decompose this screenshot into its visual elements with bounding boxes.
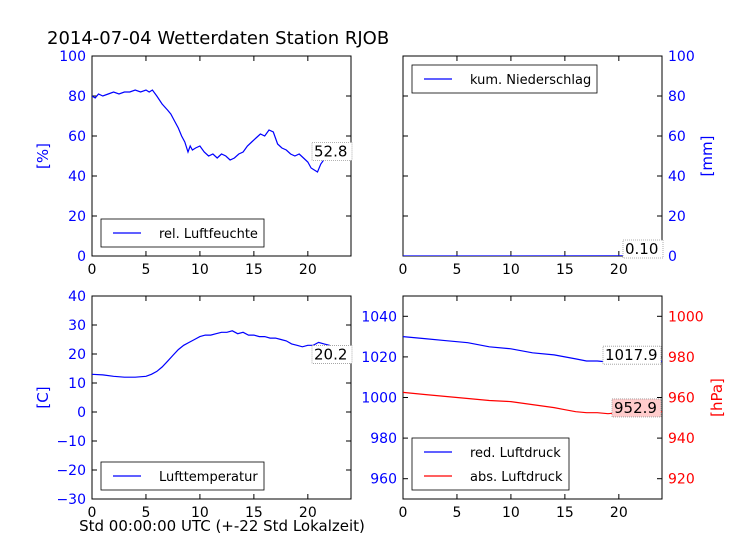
pressure-xtick-label: 5: [452, 505, 461, 521]
precip-ytick-label: 20: [668, 209, 686, 225]
precip-last-value-box: [622, 239, 664, 259]
pressure-y2tick-label: 940: [668, 431, 695, 447]
temperature-xtick-label: 15: [245, 505, 263, 521]
pressure-ytick-label: 1020: [361, 350, 397, 366]
pressure-red-last-value-box: [602, 345, 662, 365]
humidity-xtick-label: 5: [141, 262, 150, 278]
precip-xtick-label: 0: [399, 262, 408, 278]
humidity-xtick-label: 15: [245, 262, 263, 278]
temperature-xtick-label: 0: [88, 505, 97, 521]
pressure-xtick-label: 10: [502, 505, 520, 521]
humidity-xtick-label: 0: [88, 262, 97, 278]
humidity-ytick-label: 0: [77, 249, 86, 265]
pressure-legend-label: abs. Luftdruck: [470, 470, 563, 485]
precip-ytick-label: 80: [668, 89, 686, 105]
humidity-ytick-label: 40: [68, 169, 86, 185]
precip-xtick-label: 5: [452, 262, 461, 278]
precip-xtick-label: 15: [556, 262, 574, 278]
panel-pressure: 0 5 10 15 20 960 980 1000 1020 1040 920 940 960 980 10…: [361, 295, 726, 521]
humidity-xtick-label: 10: [191, 262, 209, 278]
humidity-last-value: 52.8: [314, 142, 347, 160]
pressure-ytick-label: 1040: [361, 309, 397, 325]
humidity-xtick-label: 20: [299, 262, 317, 278]
chart-title: 2014-07-04 Wetterdaten Station RJOB: [47, 28, 389, 49]
humidity-last-value-box: [311, 141, 353, 161]
precip-legend-label: kum. Niederschlag: [470, 73, 591, 88]
precip-xtick-label: 20: [610, 262, 628, 278]
temperature-ytick-label: −10: [56, 434, 86, 450]
temperature-ytick-label: 0: [77, 405, 86, 421]
temperature-last-value-box: [311, 345, 353, 364]
humidity-ytick-label: 100: [59, 49, 86, 65]
precip-ytick-label: 40: [668, 169, 686, 185]
pressure-ytick-label: 1000: [361, 391, 397, 407]
humidity-series-0-line: [92, 89, 351, 173]
temperature-xtick-label: 5: [141, 505, 150, 521]
pressure-red-last-value: 1017.9: [605, 346, 658, 364]
panel-precip: 0 5 10 15 20 0 20 40 60 80 100 [mm] 0.10 kum. Nieders…: [399, 49, 716, 278]
precip-last-value: 0.10: [625, 240, 658, 258]
pressure-y2tick-label: 920: [668, 472, 695, 488]
panel-humidity: 0 5 10 15 20 0 20 40 60 80 100 [%] 52.8 rel. Luftfeuc…: [34, 49, 353, 278]
pressure-ytick-label: 960: [370, 472, 397, 488]
temperature-ytick-label: 30: [68, 318, 86, 334]
temperature-ytick-label: 40: [68, 289, 86, 305]
temperature-legend-label: Lufttemperatur: [159, 470, 258, 485]
precip-ylabel: [mm]: [698, 136, 716, 177]
temperature-ylabel: [C]: [34, 386, 52, 408]
humidity-ytick-label: 80: [68, 89, 86, 105]
pressure-legend: [411, 437, 570, 491]
humidity-ytick-label: 60: [68, 129, 86, 145]
temperature-ytick-label: 10: [68, 376, 86, 392]
pressure-y2tick-label: 1000: [668, 309, 704, 325]
x-axis-label: Std 00:00:00 UTC (+-22 Std Lokalzeit): [79, 517, 365, 535]
humidity-legend: [100, 218, 265, 248]
pressure-xtick-label: 0: [399, 505, 408, 521]
pressure-abs-last-value-box: [611, 398, 662, 418]
temperature-frame: [91, 295, 352, 500]
pressure-xtick-label: 20: [610, 505, 628, 521]
temperature-xtick-label: 10: [191, 505, 209, 521]
precip-ytick-label: 100: [668, 49, 695, 65]
pressure-xtick-label: 15: [556, 505, 574, 521]
precip-ytick-label: 60: [668, 129, 686, 145]
temperature-last-value: 20.2: [314, 345, 347, 363]
temperature-ytick-label: −20: [56, 463, 86, 479]
temperature-xtick-label: 20: [299, 505, 317, 521]
humidity-legend-label: rel. Luftfeuchte: [159, 227, 258, 242]
pressure-abs-last-value: 952.9: [614, 399, 657, 417]
panel-temperature: 0 5 10 15 20 −30 −20 −10 0 10 20 30 40 [C] 20.2 Lufttem…: [34, 289, 353, 521]
pressure-legend-label: red. Luftdruck: [470, 446, 561, 461]
pressure-y2label: [hPa]: [708, 378, 726, 417]
pressure-y2tick-label: 960: [668, 391, 695, 407]
precip-ytick-label: 0: [668, 249, 677, 265]
temperature-ytick-label: 20: [68, 347, 86, 363]
precip-xtick-label: 10: [502, 262, 520, 278]
humidity-ytick-label: 20: [68, 209, 86, 225]
temperature-ytick-label: −30: [56, 492, 86, 508]
pressure-y2tick-label: 980: [668, 350, 695, 366]
humidity-ylabel: [%]: [34, 143, 52, 169]
pressure-ytick-label: 980: [370, 431, 397, 447]
